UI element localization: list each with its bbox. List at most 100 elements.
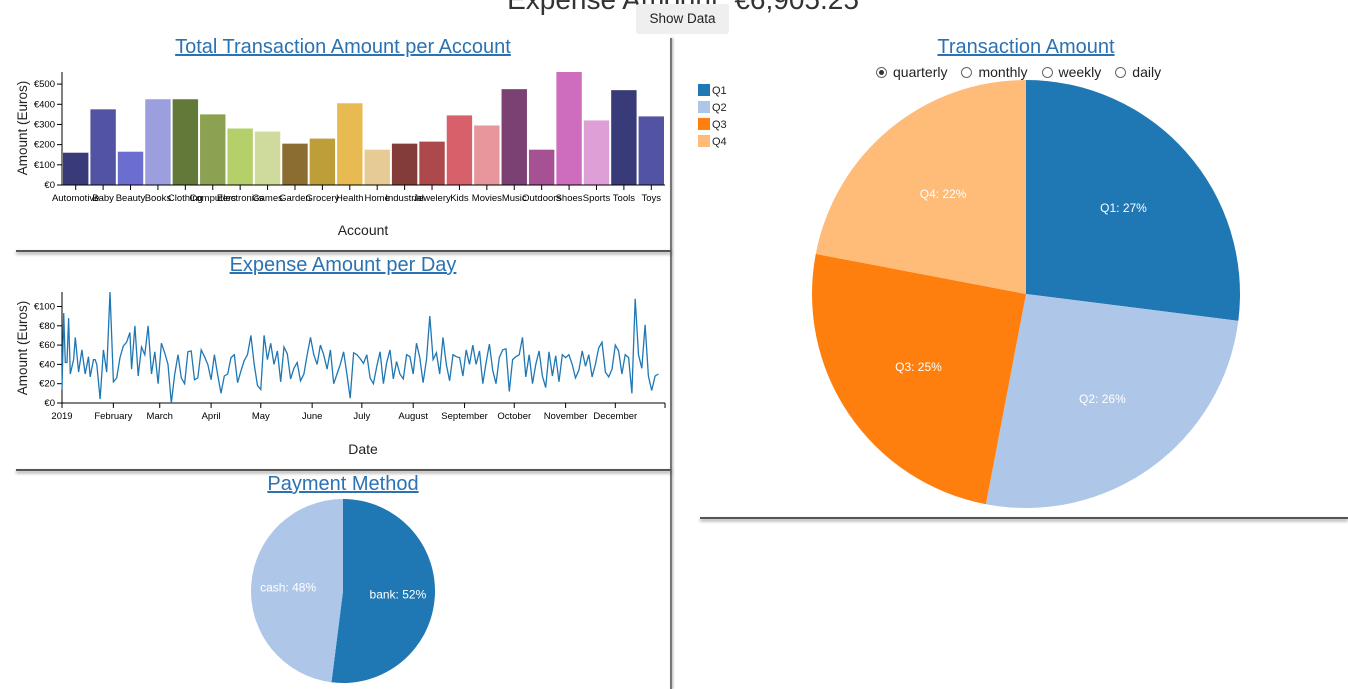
daily-y-tick: €40 bbox=[39, 359, 55, 370]
bar-computers[interactable] bbox=[200, 114, 226, 185]
account-x-tick: Movies bbox=[472, 193, 502, 204]
radio-label: daily bbox=[1132, 64, 1162, 80]
daily-x-tick: July bbox=[353, 411, 370, 422]
quarter-slice-q1[interactable] bbox=[1026, 80, 1240, 321]
account-chart-title[interactable]: Total Transaction Amount per Account bbox=[175, 36, 511, 58]
payment-chart-title[interactable]: Payment Method bbox=[267, 473, 419, 495]
radio-label: weekly bbox=[1058, 64, 1102, 80]
daily-y-tick: €60 bbox=[39, 340, 55, 351]
bar-baby[interactable] bbox=[90, 109, 116, 185]
bar-beauty[interactable] bbox=[117, 151, 144, 185]
transaction-pie-chart: Q1 Q2 Q3 Q4 Q1: 27% Q2: 26% Q3: 25% Q4: 22% bbox=[698, 80, 1240, 508]
account-x-tick: Computers bbox=[190, 193, 237, 204]
bar-clothing[interactable] bbox=[172, 99, 199, 185]
account-x-tick: Outdoors bbox=[522, 193, 561, 204]
transaction-chart-title[interactable]: Transaction Amount bbox=[937, 36, 1115, 58]
bar-sports[interactable] bbox=[583, 120, 610, 185]
column-divider bbox=[670, 38, 672, 689]
radio-button-icon[interactable] bbox=[876, 66, 887, 78]
bar-outdoors[interactable] bbox=[528, 149, 555, 185]
payment-slice-label: bank: 52% bbox=[370, 587, 427, 601]
radio-monthly[interactable]: monthly bbox=[961, 64, 1028, 80]
account-y-tick: €0 bbox=[44, 180, 55, 191]
bar-movies[interactable] bbox=[474, 125, 500, 185]
quarter-slice-q3[interactable] bbox=[812, 253, 1026, 505]
daily-x-tick: September bbox=[441, 411, 487, 422]
account-x-tick: Home bbox=[365, 193, 390, 204]
legend-swatch bbox=[698, 101, 710, 113]
daily-line-chart: €0 €20 €40 €60 €80 €100 2019 February March Apri… bbox=[15, 291, 666, 457]
bar-shoes[interactable] bbox=[556, 72, 582, 185]
daily-chart-title[interactable]: Expense Amount per Day bbox=[229, 254, 457, 276]
bar-health[interactable] bbox=[337, 103, 363, 185]
daily-x-tick: April bbox=[202, 411, 221, 422]
account-x-tick: Books bbox=[145, 193, 172, 204]
bar-tools[interactable] bbox=[611, 90, 637, 185]
legend-swatch bbox=[698, 84, 710, 96]
quarter-slice-q2[interactable] bbox=[985, 294, 1239, 508]
payment-slice-bank[interactable] bbox=[331, 499, 435, 683]
account-x-tick: Tools bbox=[613, 193, 635, 204]
daily-x-tick: May bbox=[252, 411, 270, 422]
bar-games[interactable] bbox=[254, 131, 281, 185]
bar-books[interactable] bbox=[145, 99, 171, 185]
daily-expense-line bbox=[61, 291, 659, 404]
legend-swatch bbox=[698, 135, 710, 147]
quarter-slice-label: Q2: 26% bbox=[1079, 392, 1126, 406]
account-y-tick: €400 bbox=[34, 99, 55, 110]
account-x-tick: Kids bbox=[450, 193, 469, 204]
bar-garden[interactable] bbox=[282, 143, 308, 185]
daily-y-tick: €20 bbox=[39, 379, 55, 390]
bar-grocery[interactable] bbox=[309, 138, 336, 185]
daily-x-tick: August bbox=[398, 411, 428, 422]
bar-home[interactable] bbox=[364, 149, 390, 185]
bar-industrial[interactable] bbox=[391, 143, 418, 185]
account-x-tick: Jewelery bbox=[413, 193, 451, 204]
radio-button-icon[interactable] bbox=[1115, 66, 1127, 78]
account-x-tick: Beauty bbox=[116, 193, 146, 204]
radio-button-icon[interactable] bbox=[961, 66, 973, 78]
account-x-tick: Sports bbox=[583, 193, 611, 204]
panel-divider-2 bbox=[16, 469, 671, 471]
account-y-label: Amount (Euros) bbox=[15, 81, 30, 176]
legend-label: Q1 bbox=[712, 85, 727, 97]
bar-music[interactable] bbox=[501, 89, 527, 185]
daily-x-tick: February bbox=[94, 411, 132, 422]
daily-y-tick: €0 bbox=[44, 398, 55, 409]
account-x-tick: Baby bbox=[92, 193, 114, 204]
quarter-slice-label: Q3: 25% bbox=[895, 360, 942, 374]
bar-toys[interactable] bbox=[638, 116, 664, 185]
account-x-tick: Games bbox=[252, 193, 283, 204]
radio-label: quarterly bbox=[893, 64, 948, 80]
account-y-tick: €300 bbox=[34, 119, 55, 130]
account-x-tick: Clothing bbox=[168, 193, 203, 204]
radio-label: monthly bbox=[978, 64, 1028, 80]
account-x-tick: Toys bbox=[642, 193, 662, 204]
panel-divider-right bbox=[700, 517, 1348, 519]
bar-electronics[interactable] bbox=[227, 128, 253, 186]
radio-button-icon[interactable] bbox=[1041, 66, 1053, 78]
legend-label: Q4 bbox=[712, 136, 727, 148]
account-x-tick: Industrial bbox=[385, 193, 424, 204]
radio-weekly[interactable]: weekly bbox=[1041, 64, 1102, 80]
payment-slice-label: cash: 48% bbox=[260, 581, 316, 595]
daily-x-tick: March bbox=[147, 411, 173, 422]
bar-automotive[interactable] bbox=[63, 152, 89, 185]
quarter-slice-q4[interactable] bbox=[815, 80, 1026, 294]
account-x-tick: Electronics bbox=[217, 193, 264, 204]
bar-jewelery[interactable] bbox=[419, 141, 445, 185]
legend-label: Q2 bbox=[712, 102, 727, 114]
account-x-tick: Automotive bbox=[52, 193, 100, 204]
daily-y-tick: €100 bbox=[34, 301, 55, 312]
quarter-slice-label: Q1: 27% bbox=[1100, 201, 1147, 215]
daily-x-tick: 2019 bbox=[51, 411, 72, 422]
payment-slice-cash[interactable] bbox=[250, 499, 343, 683]
legend-swatch bbox=[698, 118, 710, 130]
daily-x-tick: November bbox=[544, 411, 588, 422]
radio-daily[interactable]: daily bbox=[1115, 64, 1161, 80]
radio-quarterly[interactable]: quarterly bbox=[876, 64, 947, 80]
daily-x-tick: June bbox=[302, 411, 323, 422]
show-data-button[interactable]: Show Data bbox=[636, 4, 729, 34]
account-x-tick: Shoes bbox=[556, 193, 583, 204]
bar-kids[interactable] bbox=[446, 115, 473, 185]
